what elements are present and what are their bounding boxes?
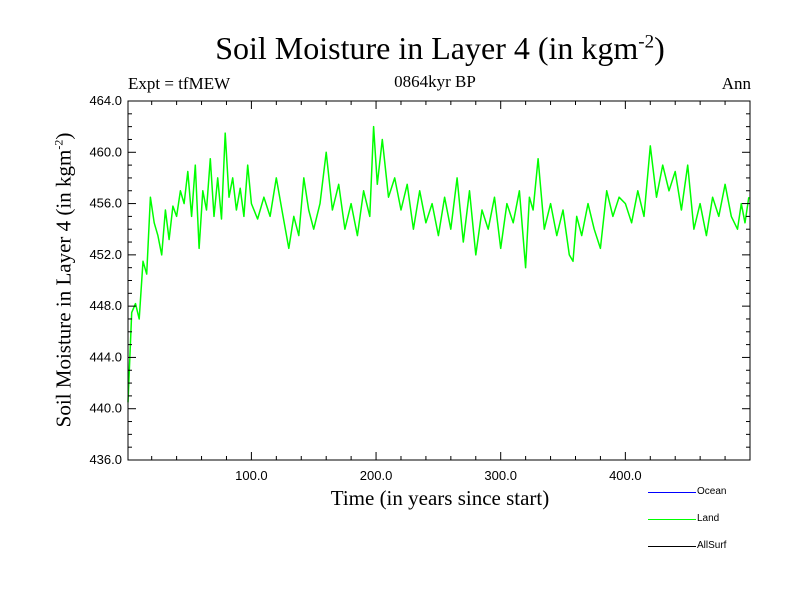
legend-label-ocean: Ocean	[697, 486, 727, 497]
x-tick-label: 300.0	[484, 468, 517, 483]
chart-title-exponent: -2	[638, 31, 655, 53]
y-tick-label: 440.0	[89, 401, 122, 416]
y-tick-label: 456.0	[89, 196, 122, 211]
y-axis-label-text: Soil Moisture in Layer 4 (in kgm	[51, 149, 76, 428]
chart-title: Soil Moisture in Layer 4 (in kgm-2)	[0, 30, 800, 67]
legend-swatch-land	[648, 519, 696, 520]
y-tick-label: 460.0	[89, 144, 122, 159]
series-layer	[127, 125, 750, 403]
x-axis-label: Time (in years since start)	[330, 486, 550, 510]
legend-label-allsurf: AllSurf	[697, 540, 727, 551]
legend-swatch-allsurf	[648, 546, 696, 547]
experiment-label: Expt = tfMEW	[128, 74, 231, 93]
legend-label-land: Land	[697, 513, 720, 524]
y-axis-label-end: )	[51, 132, 76, 140]
x-tick-label: 200.0	[360, 468, 393, 483]
ticks-layer: 436.0 440.0 444.0 448.0 452.0 456.0 460.0 464.0…	[89, 93, 750, 483]
chart-title-text: Soil Moisture in Layer 4 (in kgm	[215, 30, 639, 66]
plot-frame	[127, 100, 751, 461]
legend-swatch-ocean	[648, 492, 696, 493]
x-tick-label: 100.0	[235, 468, 268, 483]
series-line-land	[127, 125, 750, 403]
y-axis-label-exponent: -2	[51, 139, 66, 150]
y-tick-label: 444.0	[89, 349, 122, 364]
y-tick-label: 448.0	[89, 298, 122, 313]
y-tick-label: 464.0	[89, 93, 122, 108]
chart-subtitle: 0864kyr BP	[394, 72, 476, 91]
y-tick-label: 436.0	[89, 452, 122, 467]
season-label: Ann	[721, 74, 751, 93]
x-tick-label: 400.0	[609, 468, 642, 483]
y-tick-label: 452.0	[89, 247, 122, 262]
y-axis-label: Soil Moisture in Layer 4 (in kgm-2)	[52, 133, 77, 428]
chart-title-end: )	[654, 30, 665, 66]
